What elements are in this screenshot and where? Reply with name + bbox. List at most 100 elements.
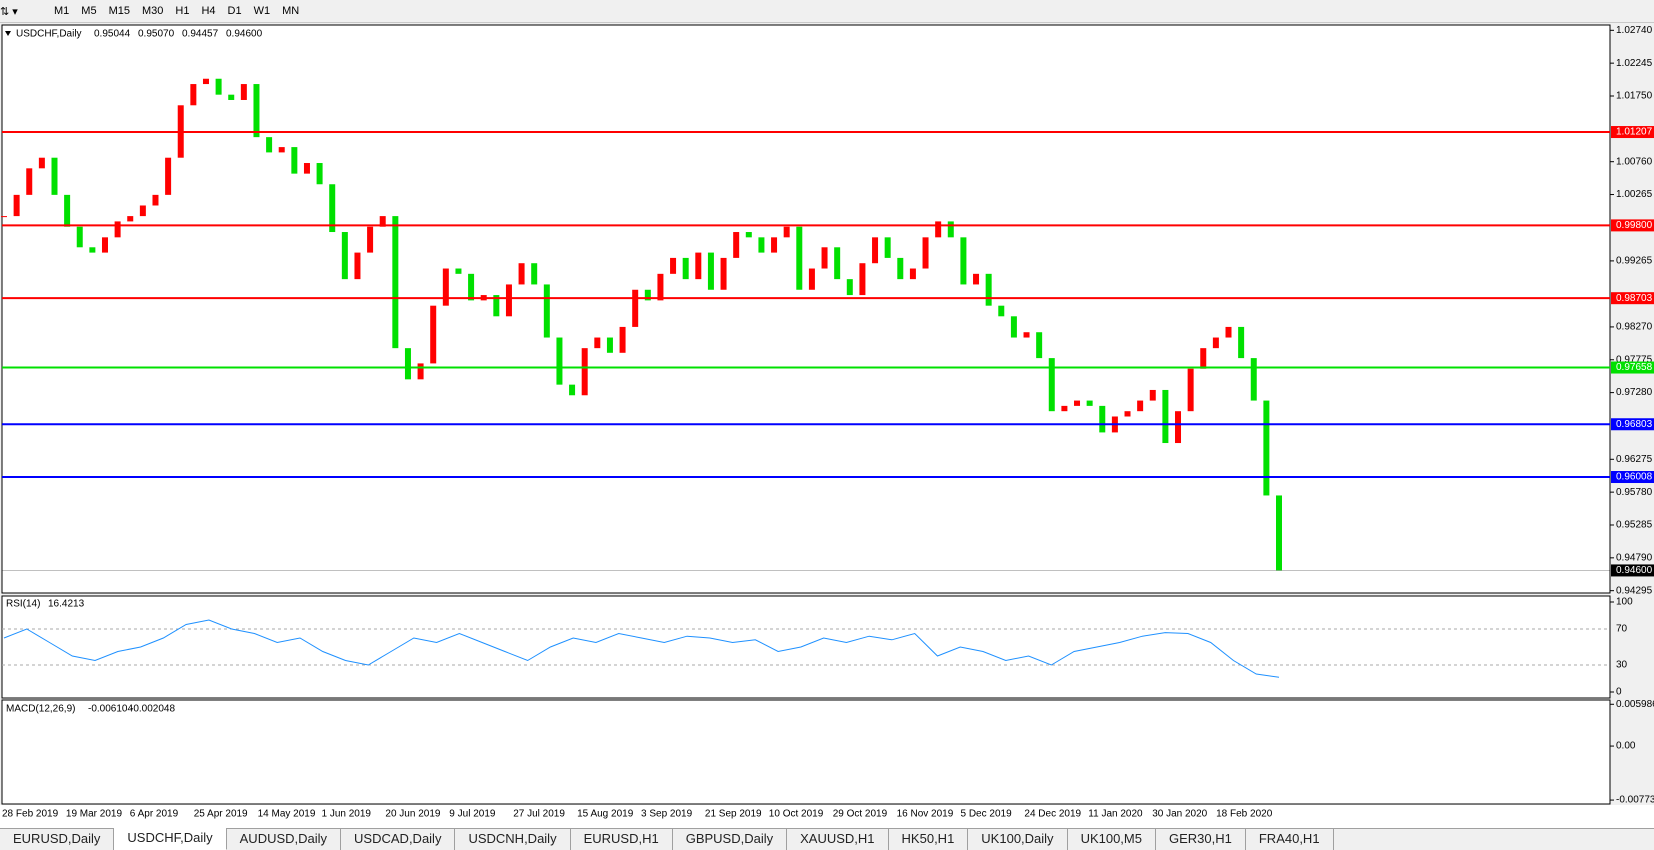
candle bbox=[872, 237, 879, 264]
y-tick-label: 70 bbox=[1616, 624, 1628, 635]
x-tick-label: 28 Feb 2019 bbox=[2, 809, 59, 820]
candle bbox=[228, 94, 235, 100]
level-label-box bbox=[1611, 418, 1654, 431]
symbol-header: USDCHF,Daily bbox=[16, 29, 82, 40]
chart-tab[interactable]: FRA40,H1 bbox=[1246, 829, 1334, 850]
rsi-line bbox=[3, 619, 1280, 678]
chart-area: 1.02740 1.02245 1.01750 1.00760 1.00265 0.992… bbox=[0, 24, 1654, 828]
chart-tab[interactable]: XAUUSD,H1 bbox=[787, 829, 889, 850]
y-tick-label: 0.97280 bbox=[1616, 387, 1653, 398]
candle bbox=[316, 163, 323, 185]
y-tick-label: 0.96275 bbox=[1616, 454, 1653, 465]
level-label: 0.96008 bbox=[1616, 472, 1653, 483]
candle bbox=[354, 252, 361, 280]
y-tick-label: 1.00760 bbox=[1616, 156, 1653, 167]
rsi-value: 16.4213 bbox=[48, 599, 85, 610]
chart-tab[interactable]: HK50,H1 bbox=[889, 829, 969, 850]
level-label: 1.01207 bbox=[1616, 127, 1653, 138]
timeframe-button[interactable]: H1 bbox=[175, 5, 190, 17]
rsi-title: RSI(14) bbox=[6, 599, 40, 610]
x-tick-label: 3 Sep 2019 bbox=[641, 809, 693, 820]
y-tick-label: 0.98270 bbox=[1616, 322, 1653, 333]
candle bbox=[720, 257, 727, 290]
x-tick-label: 1 Jun 2019 bbox=[322, 809, 372, 820]
timeframe-button[interactable]: M1 bbox=[54, 5, 70, 17]
candle bbox=[859, 263, 866, 296]
candle bbox=[455, 268, 462, 274]
x-tick-label: 19 Mar 2019 bbox=[66, 809, 123, 820]
chart-tab[interactable]: UK100,Daily bbox=[968, 829, 1068, 850]
rsi-panel bbox=[1, 595, 1611, 699]
candle bbox=[202, 78, 209, 85]
chart-tab[interactable]: USDCAD,Daily bbox=[341, 829, 456, 850]
candle bbox=[329, 184, 336, 233]
chart-tab[interactable]: GBPUSD,Daily bbox=[673, 829, 788, 850]
dropdown-arrow bbox=[5, 31, 11, 36]
timeframe-button[interactable]: M5 bbox=[81, 5, 97, 17]
candle bbox=[518, 263, 525, 285]
tool-icon[interactable]: ⇅ ▾ bbox=[0, 5, 18, 18]
candle bbox=[89, 247, 96, 253]
timeframe-button[interactable]: M15 bbox=[108, 5, 130, 17]
chart-tab[interactable]: USDCNH,Daily bbox=[455, 829, 571, 850]
candle bbox=[392, 216, 399, 349]
chart-tab[interactable]: UK100,M5 bbox=[1068, 829, 1156, 850]
candle bbox=[581, 348, 588, 396]
candle bbox=[1238, 326, 1245, 359]
y-tick-label: 0.97775 bbox=[1616, 354, 1653, 365]
candle bbox=[733, 232, 740, 258]
level-label: 0.99800 bbox=[1616, 220, 1653, 231]
candle bbox=[303, 163, 310, 174]
candle bbox=[783, 226, 790, 238]
x-tick-label: 18 Feb 2020 bbox=[1216, 809, 1273, 820]
main-panel bbox=[1, 24, 1611, 594]
x-tick-label: 25 Apr 2019 bbox=[194, 809, 248, 820]
candle bbox=[821, 247, 828, 269]
candle bbox=[644, 289, 651, 301]
candle bbox=[468, 273, 475, 301]
ohlc-high: 0.95070 bbox=[138, 29, 175, 40]
y-tick-label: 0 bbox=[1616, 687, 1622, 698]
y-tick-label: 0.99265 bbox=[1616, 256, 1653, 267]
candle bbox=[619, 326, 626, 353]
level-label: 0.98703 bbox=[1616, 293, 1653, 304]
candle bbox=[291, 147, 298, 174]
chart-tab[interactable]: EURUSD,Daily bbox=[0, 829, 115, 850]
candle bbox=[771, 237, 778, 253]
timeframe-button[interactable]: H4 bbox=[201, 5, 216, 17]
y-tick-label: 0.95780 bbox=[1616, 487, 1653, 498]
timeframe-button[interactable]: D1 bbox=[227, 5, 242, 17]
y-tick-label: 100 bbox=[1616, 597, 1633, 608]
macd-title: MACD(12,26,9) bbox=[6, 704, 75, 715]
timeframe-button[interactable]: W1 bbox=[253, 5, 271, 17]
timeframe-button[interactable]: MN bbox=[282, 5, 300, 17]
candle bbox=[13, 194, 20, 217]
candle bbox=[253, 84, 260, 138]
candle bbox=[897, 257, 904, 280]
candle bbox=[1074, 400, 1081, 406]
candle bbox=[64, 194, 71, 227]
candle bbox=[796, 226, 803, 290]
x-tick-label: 16 Nov 2019 bbox=[897, 809, 954, 820]
candle bbox=[1162, 389, 1169, 444]
candle bbox=[657, 273, 664, 301]
ohlc-open: 0.95044 bbox=[94, 29, 131, 40]
x-tick-label: 15 Aug 2019 bbox=[577, 809, 634, 820]
chart-tab[interactable]: GER30,H1 bbox=[1156, 829, 1246, 850]
level-label-box bbox=[1611, 564, 1654, 577]
candle bbox=[278, 147, 285, 153]
candle bbox=[846, 279, 853, 296]
y-tick-label: 0.95285 bbox=[1616, 520, 1653, 531]
candle bbox=[594, 337, 601, 349]
x-tick-label: 6 Apr 2019 bbox=[130, 809, 179, 820]
x-tick-label: 11 Jan 2020 bbox=[1088, 809, 1143, 820]
chart-tab[interactable]: AUDUSD,Daily bbox=[227, 829, 342, 850]
chart-tab[interactable]: EURUSD,H1 bbox=[571, 829, 673, 850]
candle bbox=[960, 237, 967, 285]
candle bbox=[1250, 358, 1257, 401]
candle bbox=[707, 252, 714, 290]
chart-tab[interactable]: USDCHF,Daily bbox=[114, 828, 227, 850]
candle bbox=[114, 221, 121, 238]
timeframe-button[interactable]: M30 bbox=[141, 5, 164, 17]
candle bbox=[1200, 348, 1207, 369]
